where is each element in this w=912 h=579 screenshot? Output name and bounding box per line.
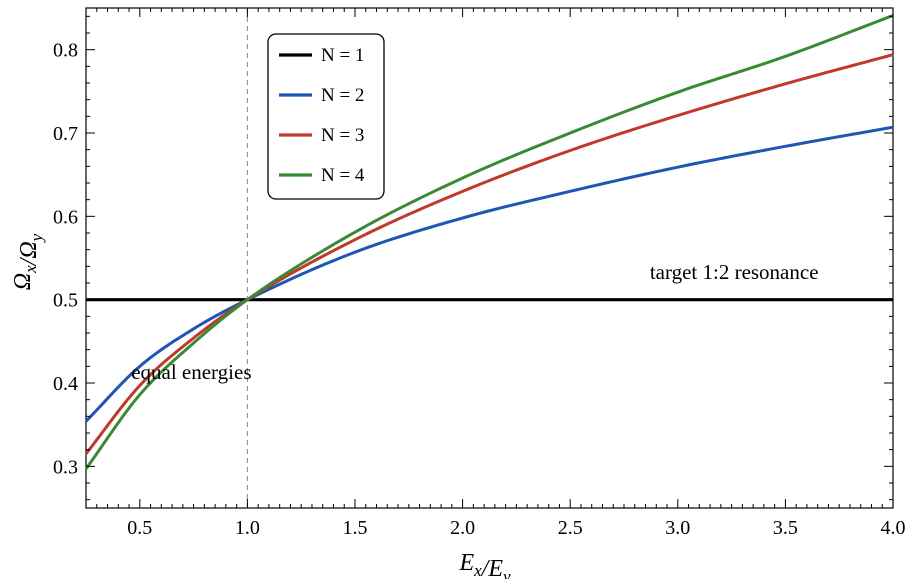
y-tick-label: 0.7 [53,123,78,145]
legend-box [267,33,385,200]
y-axis-label: Ωx/Ωy [10,233,46,290]
series-line-n4 [84,14,894,470]
y-tick-label: 0.5 [53,290,78,312]
legend-label: N = 3 [321,125,364,146]
x-tick-label: 2.5 [558,517,583,539]
y-tick-label: 0.4 [53,373,78,395]
ticks-layer: 0.5 1.0 1.5 2.0 2.5 3.0 3.5 4.0 0.3 0.4 0.5 0.6 0.7 0… [53,8,906,539]
series-line-n3 [84,53,894,455]
legend-label: N = 1 [321,45,364,66]
x-tick-label: 2.0 [450,517,475,539]
x-tick-label: 1.0 [235,517,260,539]
x-tick-label: 3.0 [665,517,690,539]
y-tick-label: 0.3 [53,456,78,478]
annotation-target-resonance: target 1:2 resonance [650,260,819,284]
annotations: target 1:2 resonance equal energies [131,260,818,384]
y-tick-label: 0.8 [53,40,78,62]
series-line-n2 [84,125,894,423]
y-tick-label: 0.6 [53,206,78,228]
x-tick-label: 1.5 [343,517,368,539]
x-tick-label: 4.0 [881,517,906,539]
annotation-equal-energies: equal energies [131,360,251,384]
x-tick-label: 0.5 [127,517,152,539]
legend: N = 1 N = 2 N = 3 N = 4 [267,33,385,200]
x-axis-label: Ex/Ey [458,550,511,579]
plot-area [85,7,894,509]
plot-frame [85,7,894,509]
x-tick-label: 3.5 [773,517,798,539]
series-layer [84,8,894,508]
legend-label: N = 2 [321,85,364,106]
legend-label: N = 4 [321,165,365,186]
